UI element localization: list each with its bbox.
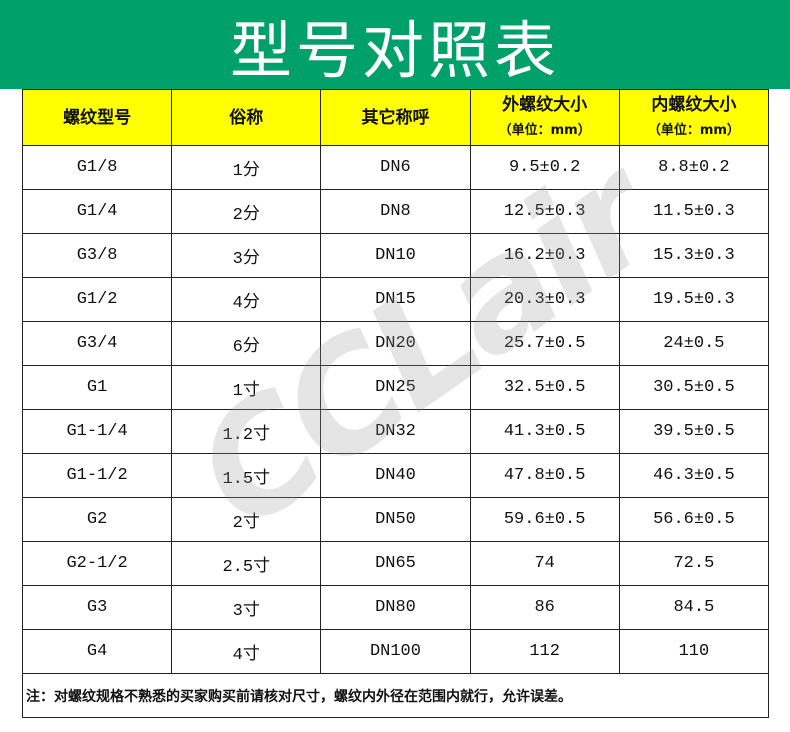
cell-thread-model: G4 bbox=[21, 629, 173, 674]
cell-common-name: 6分 bbox=[171, 321, 322, 366]
cell-inner-size: 30.5±0.5 bbox=[618, 365, 770, 410]
cell-outer-size: 32.5±0.5 bbox=[469, 365, 620, 410]
cell-inner-size: 24±0.5 bbox=[618, 321, 770, 366]
cell-other-name: DN20 bbox=[320, 321, 471, 366]
cell-other-name: DN15 bbox=[320, 277, 471, 322]
header-other-name: 其它称呼 bbox=[320, 89, 471, 146]
header-label: 外螺纹大小 bbox=[502, 94, 588, 115]
cell-inner-size: 72.5 bbox=[618, 541, 770, 586]
note-row: 注：对螺纹规格不熟悉的买家购买前请核对尺寸，螺纹内外径在范围内就行，允许误差。 bbox=[22, 673, 769, 718]
cell-inner-size: 11.5±0.3 bbox=[618, 189, 770, 234]
cell-thread-model: G1-1/4 bbox=[21, 409, 173, 454]
cell-inner-size: 39.5±0.5 bbox=[618, 409, 770, 454]
cell-thread-model: G1-1/2 bbox=[21, 453, 173, 498]
header-thread-model: 螺纹型号 bbox=[21, 89, 173, 146]
cell-outer-size: 9.5±0.2 bbox=[469, 145, 620, 190]
title-banner: 型号对照表 bbox=[0, 0, 790, 89]
header-unit: （单位：mm） bbox=[647, 122, 740, 138]
cell-inner-size: 46.3±0.5 bbox=[618, 453, 770, 498]
cell-other-name: DN50 bbox=[320, 497, 471, 542]
cell-inner-size: 84.5 bbox=[618, 585, 770, 630]
cell-outer-size: 74 bbox=[469, 541, 620, 586]
header-label: 内螺纹大小 bbox=[651, 94, 737, 115]
cell-outer-size: 112 bbox=[469, 629, 620, 674]
cell-outer-size: 16.2±0.3 bbox=[469, 233, 620, 278]
table-row: G2 2寸 DN50 59.6±0.5 56.6±0.5 bbox=[21, 497, 770, 542]
cell-common-name: 1分 bbox=[171, 145, 322, 190]
table-row: G4 4寸 DN100 112 110 bbox=[21, 629, 770, 674]
cell-thread-model: G3/8 bbox=[21, 233, 173, 278]
cell-inner-size: 8.8±0.2 bbox=[618, 145, 770, 190]
table-row: G3/4 6分 DN20 25.7±0.5 24±0.5 bbox=[21, 321, 770, 366]
cell-other-name: DN32 bbox=[320, 409, 471, 454]
table-row: G1/2 4分 DN15 20.3±0.3 19.5±0.3 bbox=[21, 277, 770, 322]
cell-outer-size: 20.3±0.3 bbox=[469, 277, 620, 322]
cell-common-name: 1.5寸 bbox=[171, 453, 322, 498]
cell-common-name: 1.2寸 bbox=[171, 409, 322, 454]
cell-outer-size: 59.6±0.5 bbox=[469, 497, 620, 542]
header-row: 螺纹型号 俗称 其它称呼 外螺纹大小 （单位：mm） 内螺纹大小 （单位：mm） bbox=[21, 89, 770, 146]
cell-common-name: 2.5寸 bbox=[171, 541, 322, 586]
cell-other-name: DN8 bbox=[320, 189, 471, 234]
header-inner-thread: 内螺纹大小 （单位：mm） bbox=[618, 89, 770, 146]
cell-thread-model: G1/2 bbox=[21, 277, 173, 322]
table-row: G3/8 3分 DN10 16.2±0.3 15.3±0.3 bbox=[21, 233, 770, 278]
cell-common-name: 3寸 bbox=[171, 585, 322, 630]
note-text: 注：对螺纹规格不熟悉的买家购买前请核对尺寸，螺纹内外径在范围内就行，允许误差。 bbox=[22, 673, 769, 718]
cell-outer-size: 25.7±0.5 bbox=[469, 321, 620, 366]
cell-inner-size: 110 bbox=[618, 629, 770, 674]
table-row: G2-1/2 2.5寸 DN65 74 72.5 bbox=[21, 541, 770, 586]
header-unit: （单位：mm） bbox=[498, 122, 591, 138]
cell-outer-size: 41.3±0.5 bbox=[469, 409, 620, 454]
cell-thread-model: G1/8 bbox=[21, 145, 173, 190]
thread-size-table: 螺纹型号 俗称 其它称呼 外螺纹大小 （单位：mm） 内螺纹大小 （单位：mm） G… bbox=[21, 89, 770, 718]
cell-common-name: 2寸 bbox=[171, 497, 322, 542]
header-label: 其它称呼 bbox=[361, 107, 430, 128]
cell-thread-model: G1/4 bbox=[21, 189, 173, 234]
cell-thread-model: G3 bbox=[21, 585, 173, 630]
cell-other-name: DN25 bbox=[320, 365, 471, 410]
header-label: 俗称 bbox=[229, 107, 264, 128]
cell-inner-size: 56.6±0.5 bbox=[618, 497, 770, 542]
cell-thread-model: G1 bbox=[21, 365, 173, 410]
table-row: G1-1/2 1.5寸 DN40 47.8±0.5 46.3±0.5 bbox=[21, 453, 770, 498]
cell-other-name: DN10 bbox=[320, 233, 471, 278]
cell-other-name: DN65 bbox=[320, 541, 471, 586]
cell-common-name: 1寸 bbox=[171, 365, 322, 410]
cell-common-name: 4寸 bbox=[171, 629, 322, 674]
header-common-name: 俗称 bbox=[171, 89, 322, 146]
header-outer-thread: 外螺纹大小 （单位：mm） bbox=[469, 89, 620, 146]
cell-inner-size: 19.5±0.3 bbox=[618, 277, 770, 322]
cell-other-name: DN6 bbox=[320, 145, 471, 190]
cell-common-name: 2分 bbox=[171, 189, 322, 234]
cell-other-name: DN40 bbox=[320, 453, 471, 498]
table-row: G1-1/4 1.2寸 DN32 41.3±0.5 39.5±0.5 bbox=[21, 409, 770, 454]
cell-other-name: DN100 bbox=[320, 629, 471, 674]
cell-outer-size: 86 bbox=[469, 585, 620, 630]
table-row: G3 3寸 DN80 86 84.5 bbox=[21, 585, 770, 630]
cell-outer-size: 47.8±0.5 bbox=[469, 453, 620, 498]
cell-outer-size: 12.5±0.3 bbox=[469, 189, 620, 234]
cell-thread-model: G2-1/2 bbox=[21, 541, 173, 586]
cell-common-name: 3分 bbox=[171, 233, 322, 278]
cell-common-name: 4分 bbox=[171, 277, 322, 322]
cell-thread-model: G2 bbox=[21, 497, 173, 542]
table-row: G1 1寸 DN25 32.5±0.5 30.5±0.5 bbox=[21, 365, 770, 410]
cell-inner-size: 15.3±0.3 bbox=[618, 233, 770, 278]
page-title: 型号对照表 bbox=[229, 13, 560, 87]
cell-thread-model: G3/4 bbox=[21, 321, 173, 366]
table-row: G1/8 1分 DN6 9.5±0.2 8.8±0.2 bbox=[21, 145, 770, 190]
cell-other-name: DN80 bbox=[320, 585, 471, 630]
header-label: 螺纹型号 bbox=[63, 107, 132, 128]
table-row: G1/4 2分 DN8 12.5±0.3 11.5±0.3 bbox=[21, 189, 770, 234]
